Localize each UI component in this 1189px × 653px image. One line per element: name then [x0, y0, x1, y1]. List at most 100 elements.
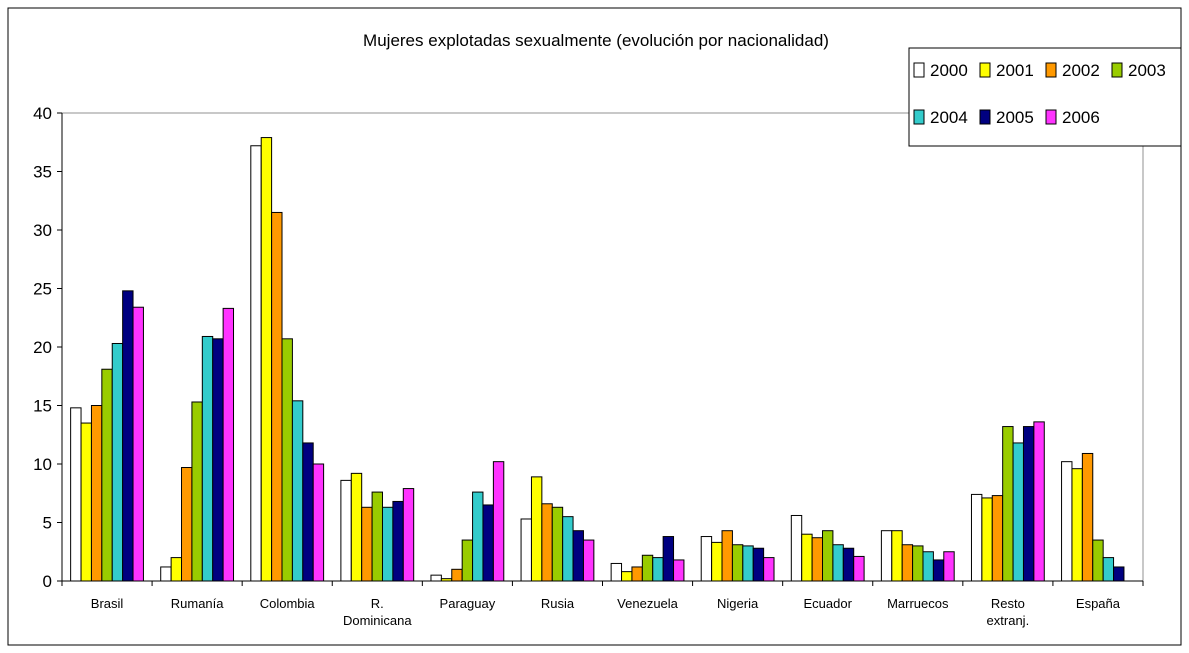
bar-2004-7	[742, 545, 754, 582]
bar-2000-2	[250, 145, 262, 582]
bar-2003-3	[371, 491, 383, 582]
bar-2005-7	[752, 547, 765, 582]
bar-2000-4	[430, 574, 442, 582]
y-axis: 0 5 10 15 20 25 30 35 40	[33, 104, 62, 591]
bar-2006-0	[132, 306, 144, 582]
bar-2006-6	[673, 559, 685, 582]
bar-2005-9	[932, 559, 945, 582]
y-tick-label: 5	[43, 514, 52, 533]
x-tick-label: Resto extranj.	[987, 596, 1030, 628]
bar-2002-10	[991, 495, 1004, 582]
bar-2005-0	[122, 290, 134, 582]
bar-2005-10	[1022, 426, 1035, 582]
bar-2001-2	[260, 137, 273, 582]
legend-swatch-2002	[1045, 62, 1057, 78]
legend-label-2000: 2000	[930, 61, 968, 80]
bar-2000-7	[700, 536, 713, 582]
bar-2000-0	[70, 407, 82, 582]
x-tick-label: R. Dominicana	[343, 596, 412, 628]
bar-2003-8	[822, 530, 834, 582]
bar-2000-10	[970, 493, 983, 582]
bar-2001-10	[981, 497, 993, 582]
bar-2001-7	[711, 541, 723, 582]
bar-2001-11	[1071, 468, 1083, 582]
bar-2004-10	[1012, 442, 1024, 582]
legend-label-2003: 2003	[1128, 61, 1166, 80]
legend-swatch-2006	[1045, 109, 1057, 125]
bar-2006-1	[222, 307, 235, 582]
legend-swatch-2003	[1111, 62, 1123, 78]
bar-2004-8	[832, 544, 844, 582]
bar-2005-2	[302, 442, 314, 582]
bar-2004-5	[562, 516, 574, 582]
x-tick-label: Nigeria	[717, 596, 759, 611]
bar-2004-4	[472, 491, 484, 582]
bar-2001-9	[891, 530, 903, 582]
bar-2004-3	[381, 506, 394, 582]
legend-label-2005: 2005	[996, 108, 1034, 127]
bar-2004-2	[291, 400, 304, 582]
bar-2006-8	[853, 555, 865, 582]
bar-2000-3	[340, 479, 352, 582]
chart-title: Mujeres explotadas sexualmente (evolució…	[363, 31, 829, 50]
y-tick-label: 20	[33, 338, 52, 357]
bar-2005-3	[392, 500, 404, 582]
bar-2002-0	[90, 405, 103, 582]
bar-2006-10	[1033, 421, 1045, 582]
bar-2006-9	[943, 551, 955, 582]
x-tick-label: Brasil	[91, 596, 124, 611]
bar-2001-1	[170, 557, 183, 582]
y-tick-label: 25	[33, 280, 52, 299]
x-tick-label: Rumanía	[171, 596, 225, 611]
legend-label-2004: 2004	[930, 108, 968, 127]
bar-2005-8	[842, 547, 855, 582]
bar-2000-8	[790, 514, 803, 582]
bar-2003-6	[641, 554, 654, 582]
bar-2005-1	[212, 338, 224, 582]
bar-2005-6	[662, 536, 675, 582]
bar-2002-4	[451, 568, 463, 582]
bar-2006-3	[402, 488, 415, 582]
y-tick-label: 15	[33, 397, 52, 416]
bar-2004-6	[652, 557, 664, 582]
bar-2002-11	[1081, 452, 1094, 582]
legend-label-2002: 2002	[1062, 61, 1100, 80]
x-tick-label: Marruecos	[887, 596, 949, 611]
bar-2003-4	[461, 539, 474, 582]
y-tick-label: 0	[43, 572, 52, 591]
bar-2000-11	[1061, 461, 1073, 582]
bar-2003-0	[101, 368, 113, 582]
bar-2002-6	[631, 566, 643, 582]
legend-box	[908, 47, 1182, 147]
bar-2004-9	[922, 551, 934, 582]
legend: 2000 2001 2002 2003 2004 2005 2006	[908, 47, 1182, 147]
bar-2002-2	[271, 211, 283, 582]
legend-swatch-2000	[913, 62, 925, 78]
bar-2001-8	[801, 533, 813, 582]
bar-2006-7	[763, 557, 775, 582]
bar-2002-3	[361, 506, 373, 582]
bar-2002-8	[811, 537, 824, 582]
legend-label-2001: 2001	[996, 61, 1034, 80]
x-tick-label: Paraguay	[440, 596, 496, 611]
bar-2002-1	[181, 467, 193, 582]
bar-2005-11	[1113, 566, 1125, 582]
bar-2000-6	[610, 562, 623, 582]
x-tick-label: Rusia	[541, 596, 575, 611]
bar-2006-4	[492, 461, 505, 582]
y-tick-label: 35	[33, 163, 52, 182]
x-tick-label: Ecuador	[803, 596, 852, 611]
y-tick-label: 30	[33, 221, 52, 240]
x-axis: Brasil Rumanía Colombia R. Dominicana Paragua…	[61, 581, 1144, 628]
bar-2003-9	[912, 545, 924, 582]
legend-swatch-2005	[979, 109, 991, 125]
bar-2005-4	[482, 504, 494, 582]
bar-2006-2	[312, 463, 325, 582]
bar-2003-1	[191, 401, 203, 582]
legend-swatch-2004	[913, 109, 925, 125]
bar-2000-5	[520, 518, 532, 582]
bar-2002-9	[901, 544, 914, 582]
bar-2001-0	[80, 422, 92, 582]
bar-2004-0	[111, 342, 124, 582]
x-tick-label: España	[1076, 596, 1121, 611]
